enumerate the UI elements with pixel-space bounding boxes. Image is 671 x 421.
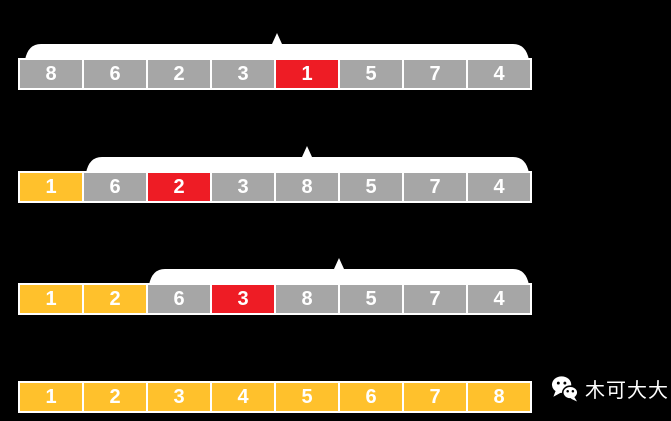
array-cell: 3 — [212, 173, 274, 201]
array-cell: 5 — [340, 60, 402, 88]
array-cell: 7 — [404, 285, 466, 313]
array-cell: 2 — [148, 60, 210, 88]
array-cell: 6 — [84, 173, 146, 201]
array-cell: 3 — [148, 383, 210, 411]
wechat-icon — [551, 376, 578, 402]
array-cell: 5 — [276, 383, 338, 411]
scan-range-bracket-step-2 — [86, 146, 529, 173]
watermark: 木可大大 — [551, 374, 669, 403]
array-cell: 4 — [468, 285, 530, 313]
array-cell: 1 — [20, 173, 82, 201]
array-cell: 4 — [468, 173, 530, 201]
scan-range-bracket-step-1 — [25, 33, 529, 60]
array-step-3: 1 2 6 3 8 5 7 4 — [18, 283, 532, 315]
array-cell: 7 — [404, 383, 466, 411]
array-cell: 6 — [84, 60, 146, 88]
array-cell: 7 — [404, 60, 466, 88]
array-cell: 7 — [404, 173, 466, 201]
array-cell: 2 — [84, 285, 146, 313]
array-cell: 6 — [340, 383, 402, 411]
array-cell: 4 — [212, 383, 274, 411]
array-step-2: 1 6 2 3 8 5 7 4 — [18, 171, 532, 203]
array-cell: 2 — [148, 173, 210, 201]
array-cell: 3 — [212, 285, 274, 313]
array-cell: 5 — [340, 173, 402, 201]
array-cell: 5 — [340, 285, 402, 313]
array-cell: 1 — [276, 60, 338, 88]
array-cell: 8 — [20, 60, 82, 88]
scan-range-bracket-step-3 — [149, 258, 529, 285]
array-step-4: 1 2 3 4 5 6 7 8 — [18, 381, 532, 413]
array-step-1: 8 6 2 3 1 5 7 4 — [18, 58, 532, 90]
array-cell: 8 — [468, 383, 530, 411]
array-cell: 8 — [276, 173, 338, 201]
watermark-text: 木可大大 — [585, 380, 669, 402]
array-cell: 3 — [212, 60, 274, 88]
array-cell: 4 — [468, 60, 530, 88]
array-cell: 2 — [84, 383, 146, 411]
array-cell: 1 — [20, 285, 82, 313]
array-cell: 8 — [276, 285, 338, 313]
array-cell: 6 — [148, 285, 210, 313]
array-cell: 1 — [20, 383, 82, 411]
